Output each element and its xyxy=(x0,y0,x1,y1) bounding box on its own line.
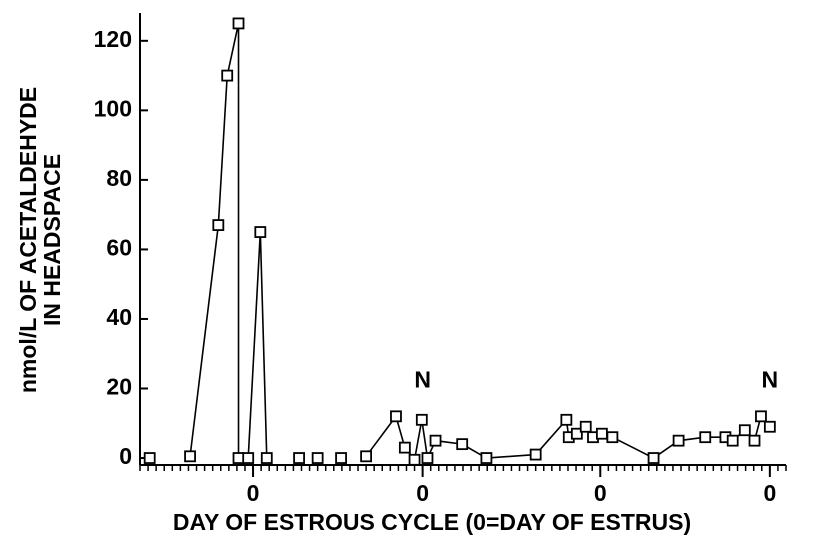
x-tick-label: 0 xyxy=(763,480,776,506)
data-point xyxy=(335,452,347,464)
y-tick-label: 100 xyxy=(94,95,132,121)
y-tick-label: 80 xyxy=(106,165,132,191)
data-point xyxy=(763,420,776,433)
data-point xyxy=(212,219,225,231)
y-tick-label: 20 xyxy=(106,374,132,400)
data-point xyxy=(232,17,245,30)
y-tick-label: 40 xyxy=(106,304,132,330)
data-point xyxy=(221,69,234,82)
y-tick-label: 0 xyxy=(119,443,132,469)
x-tick-label: 0 xyxy=(247,480,260,506)
data-line xyxy=(189,23,268,459)
data-point xyxy=(184,450,196,463)
y-tick-label: 60 xyxy=(106,235,132,261)
data-point xyxy=(408,453,421,466)
data-point xyxy=(647,452,660,464)
data-point xyxy=(456,438,469,451)
data-point xyxy=(143,452,156,464)
data-point xyxy=(529,448,542,461)
data-point xyxy=(260,452,273,464)
data-point xyxy=(606,431,619,444)
data-point xyxy=(672,434,685,447)
data-point xyxy=(570,427,583,440)
data-point xyxy=(560,413,573,426)
data-point xyxy=(293,452,305,464)
data-point xyxy=(232,452,245,464)
y-axis-label: nmol/L OF ACETALDEHYDE xyxy=(15,87,41,393)
data-point xyxy=(738,424,751,437)
data-point xyxy=(699,431,712,444)
y-tick-label: 120 xyxy=(94,26,132,52)
data-point xyxy=(755,410,767,423)
annotation: N xyxy=(762,367,779,393)
annotation: N xyxy=(414,367,431,393)
data-point xyxy=(311,452,324,464)
x-tick-label: 0 xyxy=(416,480,429,506)
data-point xyxy=(398,441,411,454)
y-axis-label: IN HEADSPACE xyxy=(39,154,65,326)
x-axis-label: DAY OF ESTROUS CYCLE (0=DAY OF ESTRUS) xyxy=(173,509,691,535)
data-point xyxy=(726,434,739,447)
data-point xyxy=(429,434,442,447)
data-point xyxy=(595,427,608,440)
data-point xyxy=(390,410,402,423)
x-tick-label: 0 xyxy=(594,480,607,506)
data-point xyxy=(242,452,255,464)
data-point xyxy=(254,226,267,238)
data-point xyxy=(421,452,434,464)
data-point xyxy=(415,413,428,426)
data-point xyxy=(360,450,373,463)
data-point xyxy=(579,420,592,433)
data-point xyxy=(748,434,761,447)
data-point xyxy=(480,452,493,464)
